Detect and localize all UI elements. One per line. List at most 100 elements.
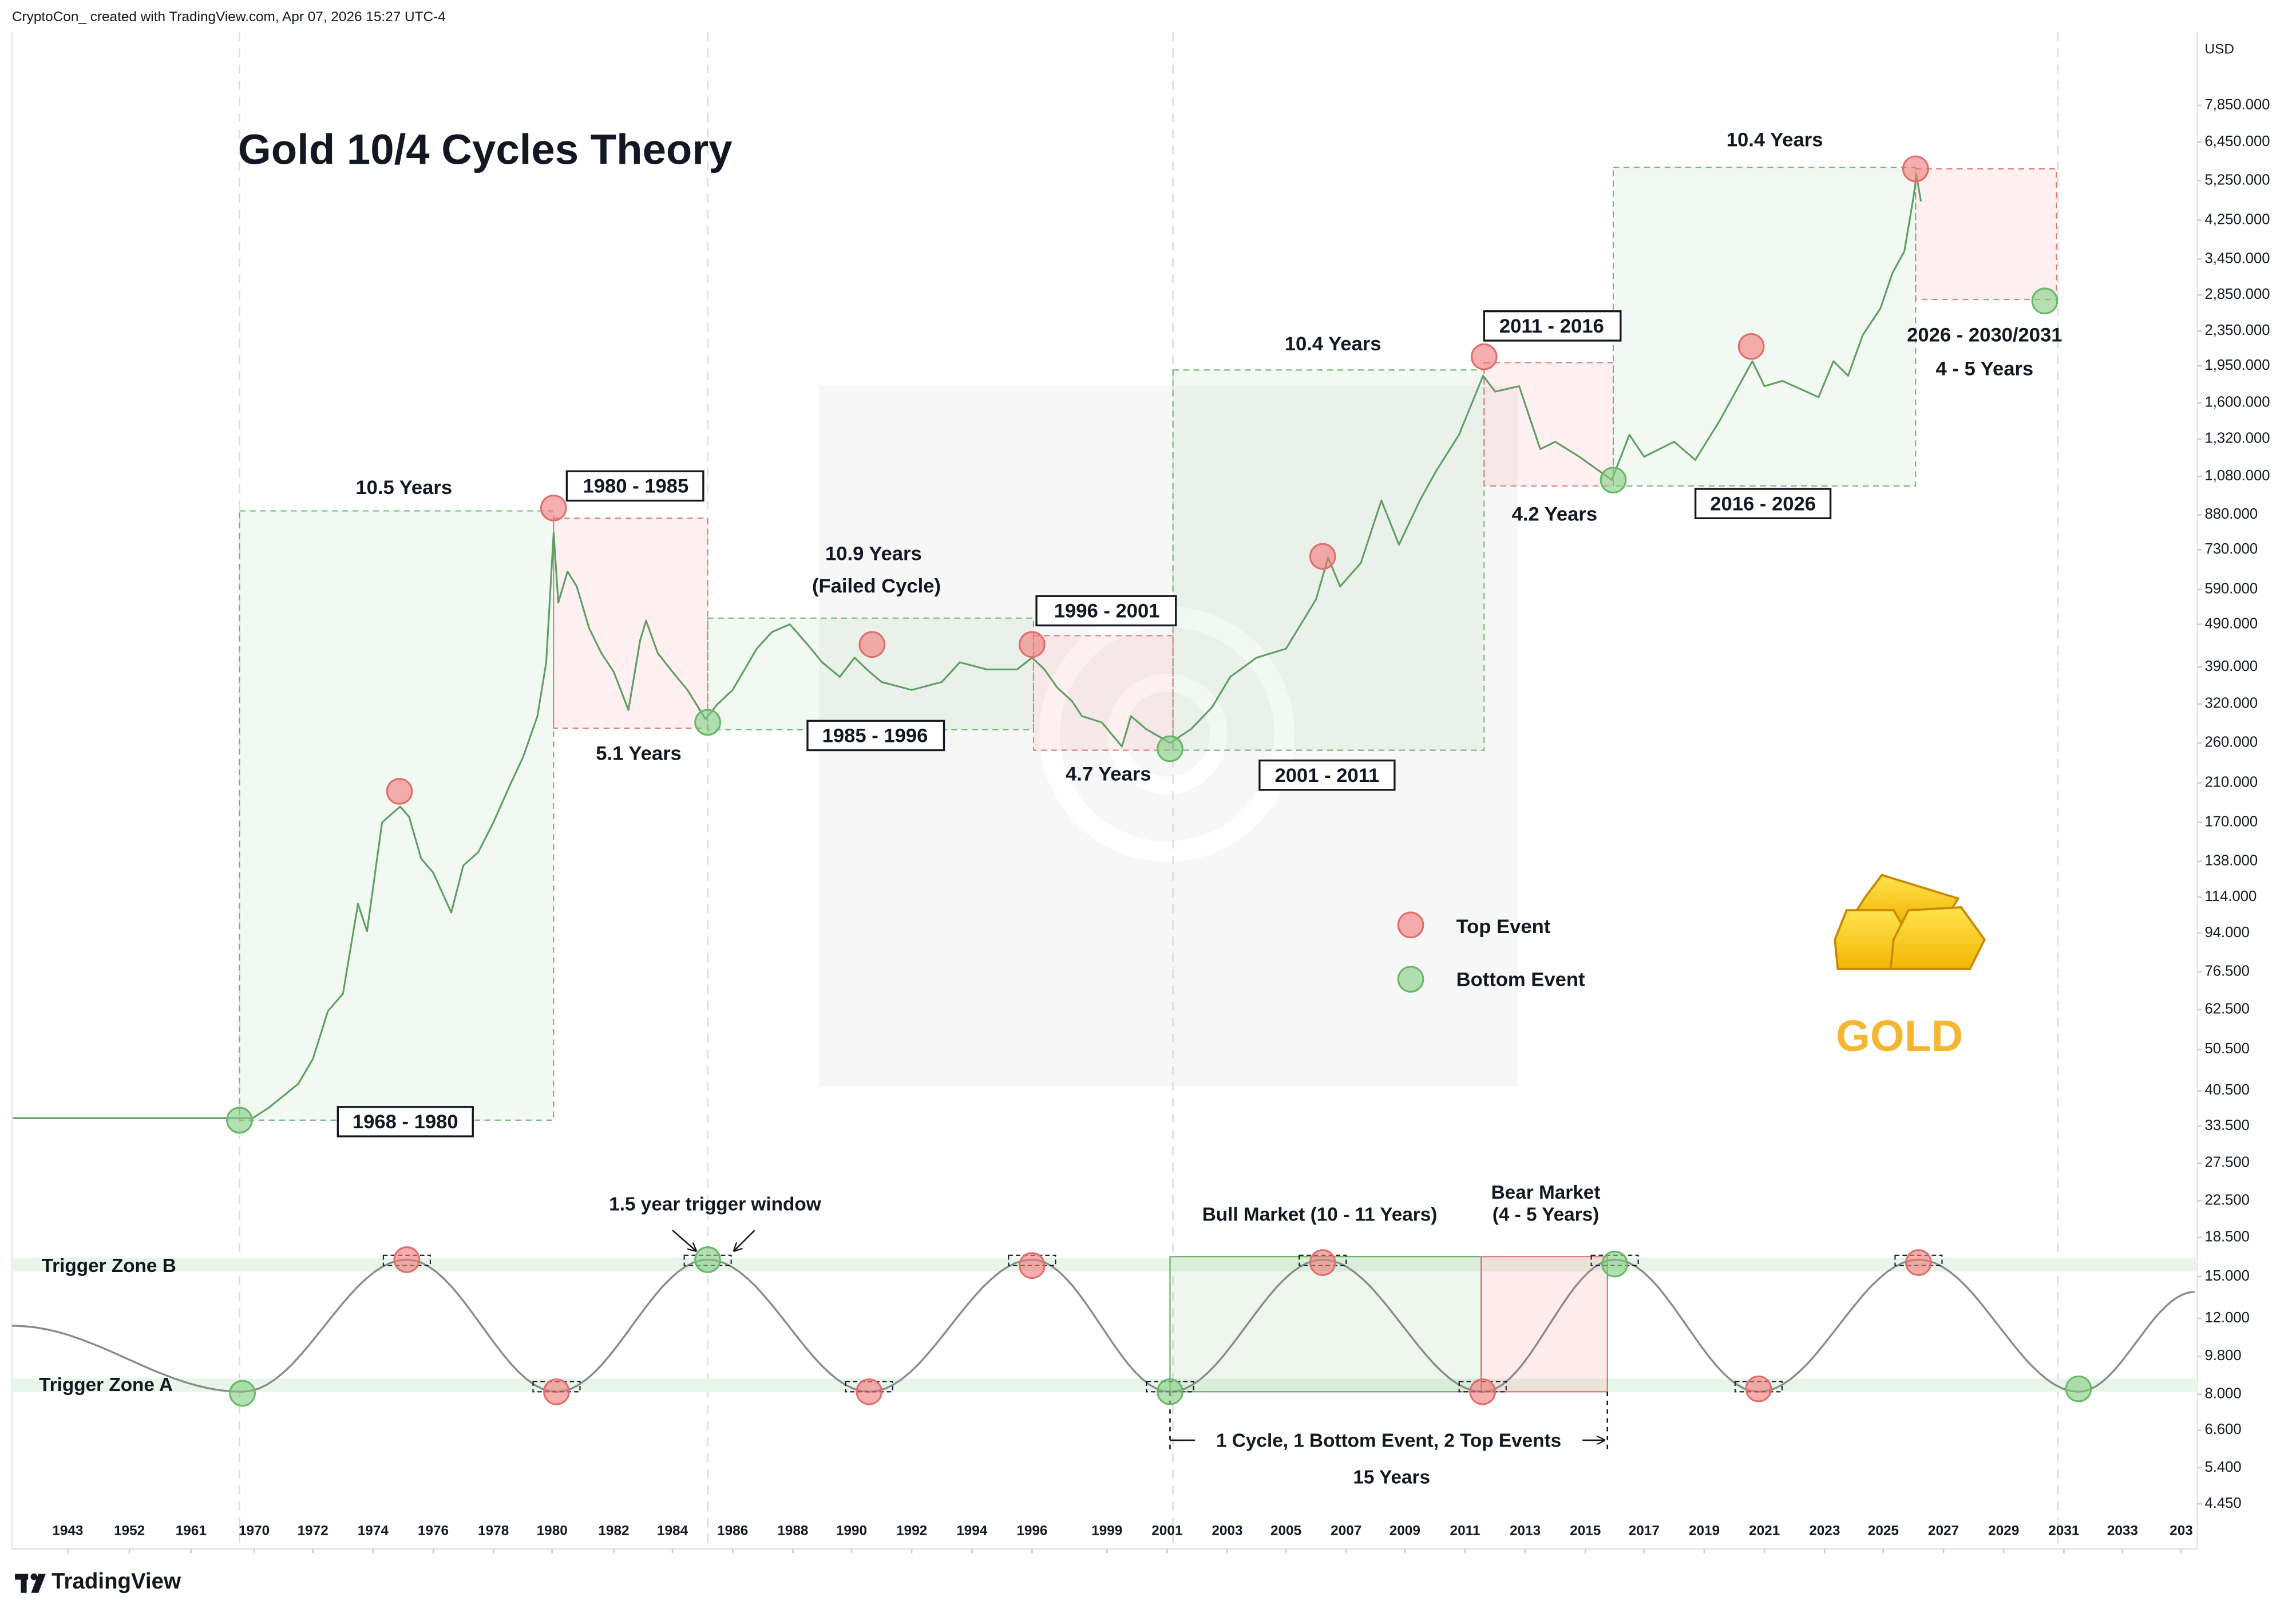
label: 2026 - 2030/2031: [1907, 324, 2062, 346]
y-tick-label: 2,350.000: [2205, 322, 2270, 338]
y-tick-label: 1,950.000: [2205, 357, 2270, 373]
label: 1980 - 1985: [583, 476, 689, 497]
x-tick-label: 2009: [1390, 1523, 1420, 1538]
label: Bull Market (10 - 11 Years): [1202, 1204, 1438, 1225]
label: 2001 - 2011: [1274, 765, 1379, 787]
footer-text: TradingView: [52, 1569, 181, 1594]
y-tick-label: 7,850.000: [2205, 97, 2270, 113]
event-marker: [2065, 1375, 2092, 1402]
event-marker: [1309, 1249, 1336, 1276]
x-tick-label: 2015: [1570, 1523, 1601, 1538]
x-tick-label: 2031: [2048, 1523, 2079, 1538]
x-tick-label: 1980: [537, 1523, 568, 1538]
y-tick-label: 390.000: [2205, 658, 2258, 674]
zone-label: Trigger Zone A: [39, 1374, 173, 1396]
y-tick-label: 138.000: [2205, 853, 2258, 869]
price-layer: [13, 174, 1922, 1119]
x-tick-label: 2019: [1689, 1523, 1720, 1538]
event-marker: [856, 1378, 883, 1405]
y-tick-label: 1,320.000: [2205, 430, 2270, 447]
label: 1996 - 2001: [1054, 600, 1160, 622]
x-tick-label: 1943: [52, 1523, 83, 1538]
x-tick-label: 2029: [1988, 1523, 2019, 1538]
event-marker: [1745, 1375, 1772, 1402]
legend-label: Bottom Event: [1456, 969, 1585, 990]
x-tick-label: 1972: [298, 1523, 328, 1538]
y-tick-label: 5,250.000: [2205, 172, 2270, 188]
legend: Top Event Bottom Event: [1397, 911, 1585, 993]
x-tick-label: 1994: [956, 1523, 988, 1538]
label: 4.2 Years: [1512, 503, 1598, 525]
y-tick-label: 880.000: [2205, 506, 2258, 522]
y-tick-label: 62.500: [2205, 1001, 2250, 1017]
x-tick-label: 1978: [478, 1523, 509, 1538]
x-tick-label: 1992: [896, 1523, 927, 1538]
chart-title: Gold 10/4 Cycles Theory: [238, 125, 733, 173]
label: 1985 - 1996: [822, 725, 928, 747]
x-tick-label: 1988: [777, 1523, 808, 1538]
event-marker: [1601, 1250, 1628, 1278]
legend-label: Top Event: [1456, 916, 1551, 938]
event-marker: [393, 1246, 421, 1273]
y-tick-label: 260.000: [2205, 734, 2258, 750]
label: 1968 - 1980: [353, 1111, 458, 1133]
x-tick-label: 1986: [717, 1523, 748, 1538]
y-tick-label: 6.600: [2205, 1421, 2242, 1437]
y-tick-label: 320.000: [2205, 696, 2258, 712]
event-marker: [229, 1380, 256, 1407]
x-tick-label: 1970: [239, 1523, 270, 1538]
label: (4 - 5 Years): [1493, 1204, 1600, 1225]
gold-icon: [1834, 874, 1986, 970]
x-tick-label: 2017: [1629, 1523, 1660, 1538]
label: (Failed Cycle): [812, 575, 941, 597]
label: 10.5 Years: [355, 477, 452, 499]
x-tick-label: 1976: [418, 1523, 449, 1538]
zone-band: [11, 1378, 2198, 1392]
price-line: [13, 174, 1922, 1119]
x-tick-label: 203: [2170, 1523, 2193, 1538]
y-tick-label: 27.500: [2205, 1155, 2250, 1171]
y-tick-label: 5.400: [2205, 1459, 2242, 1475]
header: CryptoCon_ created with TradingView.com,…: [12, 9, 446, 25]
axes: 1943 1952 1961 1970 1972 1974 1976 1978 1980 1982…: [52, 97, 2270, 1554]
label: 2016 - 2026: [1710, 493, 1816, 515]
label: 5.1 Years: [596, 742, 682, 764]
annotations: 10.5 Years 1968 - 1980 1980 - 1985 5.1 Y…: [337, 129, 2063, 1137]
y-tick-label: 490.000: [2205, 615, 2258, 631]
y-tick-label: 4,250.000: [2205, 211, 2270, 227]
y-tick-label: 2,850.000: [2205, 286, 2270, 302]
label: 2011 - 2016: [1499, 315, 1604, 337]
y-tick-label: 210.000: [2205, 774, 2258, 790]
brand: GOLD: [1836, 1012, 1963, 1061]
label: 10.4 Years: [1285, 333, 1381, 355]
y-tick-label: 6,450.000: [2205, 133, 2270, 149]
y-tick-label: 15.000: [2205, 1268, 2250, 1284]
label: 10.4 Years: [1727, 129, 1823, 151]
lower-panel: Trigger Zone B Trigger Zone A 1.5 year t…: [11, 1182, 2198, 1488]
footer-logo: TradingView: [15, 1569, 181, 1594]
y-tick-label: 8.000: [2205, 1385, 2242, 1401]
event-marker: [1019, 1252, 1046, 1279]
zone-band: [11, 1258, 2198, 1271]
x-tick-label: 2025: [1868, 1523, 1899, 1538]
event-marker: [1157, 1378, 1183, 1405]
zone-label: Trigger Zone B: [42, 1255, 176, 1277]
x-tick-label: 2011: [1450, 1523, 1480, 1538]
label: 4.7 Years: [1066, 763, 1151, 785]
event-marker: [694, 1246, 721, 1273]
cycle-dividers: [239, 32, 2059, 1549]
x-tick-label: 2021: [1749, 1523, 1780, 1538]
x-tick-label: 2003: [1212, 1523, 1242, 1538]
x-tick-label: 2007: [1331, 1523, 1361, 1538]
x-tick-label: 1982: [598, 1523, 629, 1538]
y-tick-label: 94.000: [2205, 924, 2250, 941]
y-tick-label: 22.500: [2205, 1192, 2250, 1208]
x-tick-label: 1996: [1016, 1523, 1047, 1538]
label: 15 Years: [1353, 1467, 1430, 1488]
y-tick-label: 12.000: [2205, 1310, 2250, 1326]
currency: USD: [2205, 42, 2234, 57]
x-tick-label: 1961: [176, 1523, 207, 1538]
event-marker: [1905, 1249, 1932, 1276]
x-tick-label: 1984: [657, 1523, 688, 1538]
